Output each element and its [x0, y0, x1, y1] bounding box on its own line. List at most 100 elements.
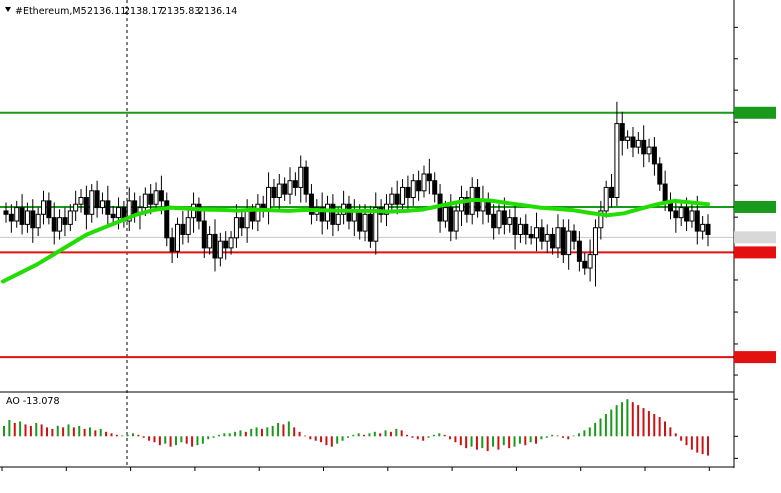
- candle: [453, 202, 459, 240]
- candle: [228, 231, 234, 255]
- level-price-tag: [734, 246, 776, 259]
- menu-triangle-icon[interactable]: [5, 7, 11, 12]
- candle-body-down: [330, 203, 336, 225]
- candle-body-up: [700, 223, 706, 232]
- candle-body-up: [421, 173, 427, 192]
- candle-body-up: [614, 123, 620, 198]
- candle: [689, 202, 695, 228]
- candle: [330, 194, 336, 237]
- candle-body-up: [410, 180, 416, 198]
- candle: [78, 189, 84, 213]
- candle-body-up: [116, 207, 122, 219]
- candle-body-down: [212, 233, 218, 259]
- candle-body-up: [458, 197, 464, 212]
- candle-body-down: [367, 213, 373, 242]
- candle-body-down: [694, 210, 700, 232]
- candle: [496, 204, 502, 235]
- candle-body-up: [73, 203, 79, 212]
- candle-body-down: [550, 233, 556, 249]
- candle: [426, 158, 432, 195]
- candle-body-down: [46, 200, 52, 219]
- candle-body-up: [41, 200, 47, 215]
- candle: [67, 204, 73, 232]
- candle-body-up: [67, 210, 73, 225]
- candle-body-down: [571, 230, 577, 242]
- candle-body-up: [325, 203, 331, 222]
- candle: [657, 157, 663, 191]
- candle: [24, 202, 30, 233]
- candle-body-down: [357, 210, 363, 232]
- candle-body-down: [196, 203, 202, 222]
- candle: [83, 185, 89, 230]
- candle: [217, 232, 223, 267]
- candle-body-down: [523, 223, 529, 235]
- candle-body-up: [480, 200, 486, 212]
- candle: [517, 217, 523, 243]
- candle: [678, 200, 684, 227]
- candle: [614, 101, 620, 206]
- candle-body-down: [684, 207, 690, 222]
- candle-body-down: [576, 240, 582, 262]
- candle-body-down: [501, 210, 507, 225]
- candle-body-up: [228, 237, 234, 249]
- candle: [287, 167, 293, 205]
- candle-body-down: [673, 210, 679, 219]
- candle-body-down: [83, 197, 89, 215]
- candle-body-up: [335, 213, 341, 225]
- candle-body-down: [464, 197, 470, 215]
- candle-body-down: [201, 220, 207, 249]
- candle: [255, 194, 261, 232]
- candle: [523, 214, 529, 245]
- candle-body-up: [507, 217, 513, 225]
- candle: [73, 190, 79, 222]
- ohlc-low: 2135.83: [161, 6, 200, 17]
- candle: [512, 205, 518, 250]
- candle: [94, 180, 100, 218]
- level-price-tag: [734, 106, 776, 119]
- candle-body-down: [158, 190, 164, 202]
- candle: [169, 227, 175, 264]
- candle: [560, 219, 566, 264]
- candle-body-up: [185, 217, 191, 235]
- moving-average-line: [1, 197, 710, 284]
- candle-body-down: [3, 210, 9, 215]
- candle: [196, 197, 202, 230]
- ohlc-close: 2136.14: [198, 6, 237, 17]
- candle: [625, 130, 631, 149]
- candle: [180, 210, 186, 245]
- candle-body-up: [362, 213, 368, 232]
- candle-body-up: [453, 210, 459, 232]
- candle: [592, 219, 598, 287]
- candle: [319, 192, 325, 235]
- candle-body-down: [405, 186, 411, 198]
- candle-body-up: [207, 233, 213, 249]
- candle-body-up: [266, 186, 272, 212]
- candle-body-down: [491, 213, 497, 229]
- candle-body-up: [592, 227, 598, 256]
- candle-body-up: [400, 186, 406, 205]
- candle: [641, 125, 647, 168]
- candle: [212, 219, 218, 272]
- candle-body-down: [539, 227, 545, 242]
- candle-body-up: [276, 183, 282, 198]
- candle-body-down: [110, 213, 116, 219]
- candle-body-up: [287, 180, 293, 195]
- candle-body-up: [517, 223, 523, 235]
- candle: [635, 131, 641, 154]
- candle-body-up: [442, 207, 448, 222]
- candle-body-down: [250, 210, 256, 222]
- candle-body-down: [448, 207, 454, 232]
- candle-body-up: [678, 207, 684, 219]
- candle-body-down: [169, 237, 175, 252]
- candle-body-down: [651, 146, 657, 165]
- candle-body-up: [646, 146, 652, 155]
- candle: [271, 179, 277, 206]
- candle-body-up: [78, 197, 84, 205]
- candle-body-down: [239, 217, 245, 229]
- candle-body-up: [153, 190, 159, 205]
- candle: [308, 184, 314, 225]
- candle-body-down: [657, 163, 663, 185]
- candle: [41, 190, 47, 225]
